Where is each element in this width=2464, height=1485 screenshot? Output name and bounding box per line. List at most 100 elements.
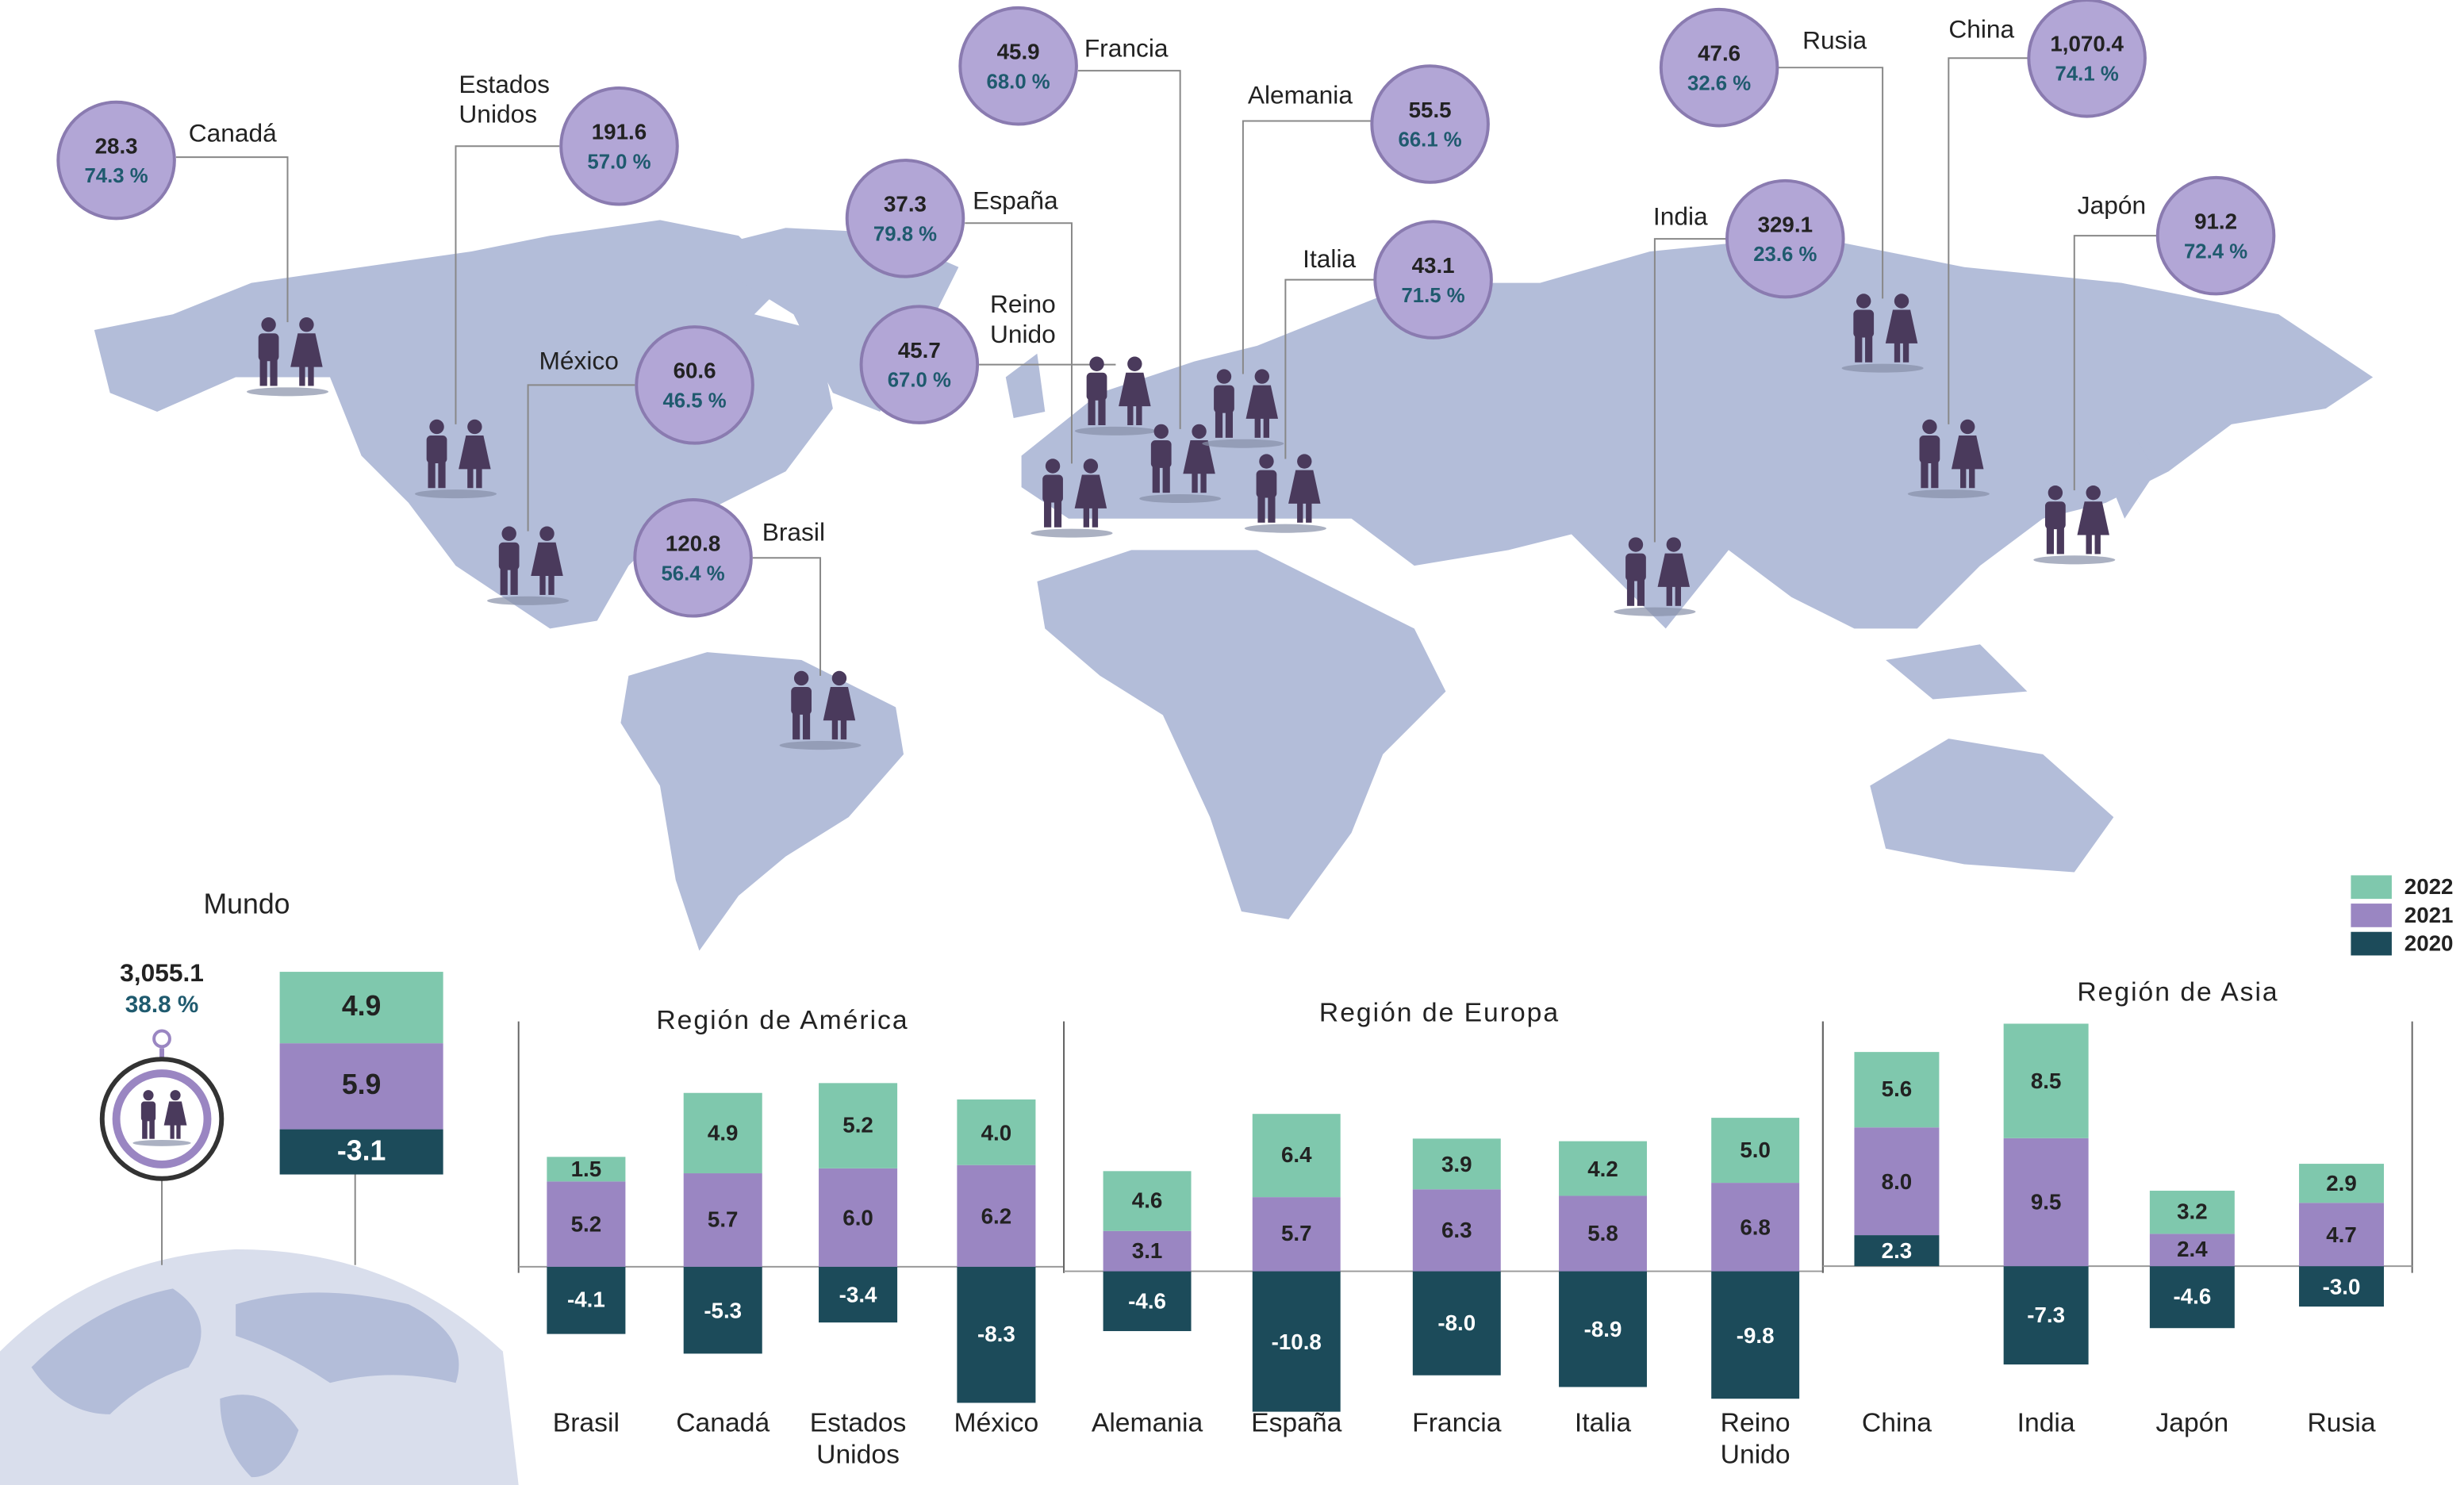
bar-segment xyxy=(1412,1271,1501,1376)
country-share: 74.1 % xyxy=(2055,61,2119,86)
leader-line xyxy=(965,222,1073,464)
country-share: 23.6 % xyxy=(1753,242,1817,267)
bar-value-label: -3.0 xyxy=(2322,1272,2361,1299)
bar-value-label: 2.3 xyxy=(1881,1237,1913,1263)
bar-segment xyxy=(279,972,443,1044)
country-bubble xyxy=(1373,220,1493,340)
country-value: 45.9 xyxy=(996,38,1040,64)
bar-segment xyxy=(2003,1023,2089,1138)
category-label: España xyxy=(1251,1407,1342,1438)
bar-value-label: -3.1 xyxy=(336,1134,386,1167)
country-bubble xyxy=(1370,64,1490,184)
country-share: 67.0 % xyxy=(887,367,951,392)
bar-segment xyxy=(2149,1234,2235,1267)
country-label: Japón xyxy=(2077,193,2147,221)
bar-value-label: -8.3 xyxy=(977,1322,1015,1347)
country-label: Rusia xyxy=(1802,28,1867,56)
country-label: India xyxy=(1652,204,1708,232)
bar-value-label: -5.3 xyxy=(704,1296,743,1322)
bar-segment xyxy=(1854,1052,1940,1128)
bar-value-label: 6.8 xyxy=(1740,1214,1771,1239)
country-label: China xyxy=(1948,17,2015,44)
bar-value-label: -4.6 xyxy=(2173,1284,2212,1310)
leader-line xyxy=(752,557,822,676)
country-bubble xyxy=(635,325,754,445)
country-value: 60.6 xyxy=(673,357,716,383)
country-value: 120.8 xyxy=(665,530,721,556)
country-value: 55.5 xyxy=(1408,97,1452,122)
bar-value-label: 5.7 xyxy=(1280,1221,1312,1246)
country-value: 37.3 xyxy=(884,190,927,217)
bar-value-label: 9.5 xyxy=(2030,1188,2062,1214)
region-title: Región de Asia xyxy=(2077,977,2279,1007)
bar-value-label: 2.9 xyxy=(2326,1170,2357,1195)
category-label: China xyxy=(1861,1407,1932,1438)
bar-segment xyxy=(1252,1197,1341,1272)
bar-value-label: -10.8 xyxy=(1271,1328,1322,1354)
bar-value-label: 5.0 xyxy=(1740,1137,1771,1163)
bar-segment xyxy=(2299,1203,2385,1267)
bar-segment xyxy=(957,1266,1036,1403)
bar-value-label: 4.0 xyxy=(981,1119,1012,1145)
leader-line xyxy=(175,156,289,323)
country-value: 91.2 xyxy=(2194,208,2238,234)
country-bubble xyxy=(56,100,176,221)
country-label: España xyxy=(973,188,1058,216)
category-label: Japón xyxy=(2155,1407,2229,1438)
bar-value-label: 4.7 xyxy=(2326,1221,2357,1247)
country-share: 71.5 % xyxy=(1401,282,1465,307)
category-label: Brasil xyxy=(552,1407,620,1438)
leader-line xyxy=(2073,235,2158,491)
bar-segment xyxy=(957,1099,1036,1165)
bar-value-label: 2.4 xyxy=(2177,1237,2208,1262)
world-total: 3,055.1 xyxy=(120,961,204,988)
bar-segment xyxy=(1711,1271,1800,1399)
country-label: Canadá xyxy=(188,121,277,148)
country-share: 74.3 % xyxy=(84,163,148,188)
country-label: Estados Unidos xyxy=(459,72,550,129)
bar-segment xyxy=(2149,1191,2235,1234)
bar-value-label: -9.8 xyxy=(1736,1322,1775,1347)
country-share: 79.8 % xyxy=(873,221,938,246)
legend-swatch xyxy=(2351,904,2392,927)
country-label: Brasil xyxy=(762,520,826,547)
country-share: 56.4 % xyxy=(661,561,725,585)
bar-value-label: 8.0 xyxy=(1881,1168,1913,1194)
category-label: Rusia xyxy=(2307,1407,2376,1438)
bar-value-label: 1.5 xyxy=(570,1156,602,1181)
bar-value-label: 5.2 xyxy=(570,1211,602,1237)
country-value: 28.3 xyxy=(94,132,138,159)
bar-segment xyxy=(1252,1114,1341,1198)
country-label: Italia xyxy=(1303,247,1357,274)
bar-segment xyxy=(2149,1266,2235,1329)
category-label: India xyxy=(2017,1407,2075,1438)
legend-label: 2022 xyxy=(2404,873,2454,900)
country-share: 46.5 % xyxy=(662,388,727,412)
bar-value-label: 5.6 xyxy=(1881,1076,1913,1102)
bar-segment xyxy=(2299,1164,2385,1203)
bar-value-label: 5.8 xyxy=(1587,1220,1618,1246)
bar-value-label: 6.4 xyxy=(1280,1142,1312,1168)
country-share: 68.0 % xyxy=(986,69,1050,94)
bar-segment xyxy=(957,1165,1036,1267)
bar-segment xyxy=(2003,1266,2089,1365)
bar-segment xyxy=(683,1092,762,1174)
country-value: 191.6 xyxy=(591,118,647,144)
bar-value-label: -7.3 xyxy=(2027,1302,2066,1328)
legend-swatch xyxy=(2351,875,2392,900)
country-value: 43.1 xyxy=(1411,252,1455,278)
bar-segment xyxy=(1711,1183,1800,1272)
legend-swatch xyxy=(2351,931,2392,956)
country-value: 45.7 xyxy=(897,337,941,363)
bar-value-label: -4.1 xyxy=(566,1287,605,1313)
bar-segment xyxy=(683,1173,762,1267)
bar-segment xyxy=(819,1083,898,1168)
bar-segment xyxy=(1412,1138,1501,1190)
world-title: Mundo xyxy=(203,888,290,920)
bar-segment xyxy=(1252,1271,1341,1412)
bar-value-label: -8.0 xyxy=(1437,1310,1476,1336)
bar-segment xyxy=(547,1266,626,1334)
